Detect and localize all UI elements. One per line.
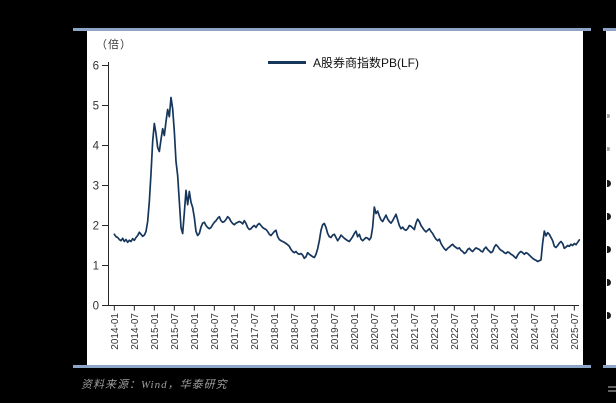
chart-panel [87,31,583,365]
chart-legend: A股券商指数PB(LF) [268,54,419,71]
neighbor-axis-glyph-fragment [607,279,611,286]
y-axis-unit-label: （倍） [96,39,132,51]
neighbor-axis-glyph-fragment [607,147,610,151]
legend-line-swatch [268,61,306,64]
accent-rule-top [73,28,591,31]
neighbor-source-fragment [608,384,616,394]
neighbor-panel-sliver [606,31,616,365]
accent-rule-top-right [603,28,616,31]
source-note: 资料来源：Wind，华泰研究 [81,379,228,391]
accent-rule-bottom [73,365,591,368]
neighbor-axis-glyph-fragment [607,213,611,220]
neighbor-axis-glyph-fragment [607,246,611,253]
neighbor-axis-glyph-fragment [607,180,611,187]
neighbor-axis-glyph-fragment [607,114,610,118]
legend-label: A股券商指数PB(LF) [313,56,420,70]
neighbor-axis-glyph-fragment [607,312,611,319]
accent-rule-bottom-right [603,365,616,368]
